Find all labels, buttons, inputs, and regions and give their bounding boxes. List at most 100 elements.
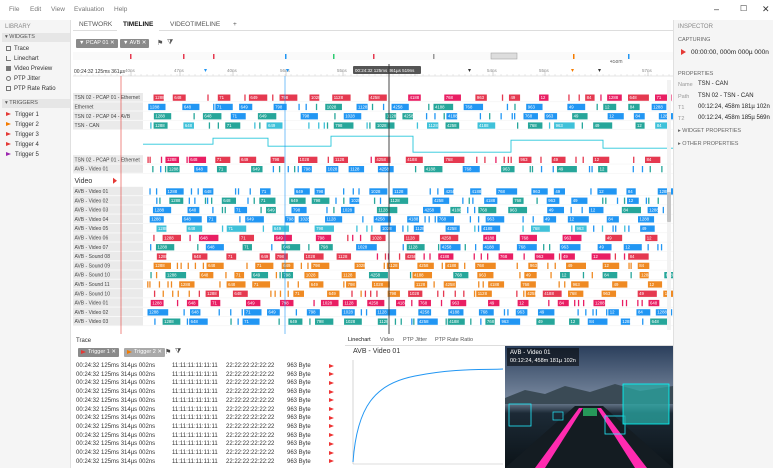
packet-block[interactable]: [162, 318, 181, 325]
packet-block[interactable]: [326, 166, 339, 173]
packet-block[interactable]: [628, 103, 640, 111]
packet-tick[interactable]: [287, 166, 289, 173]
packet-tick[interactable]: [536, 197, 538, 204]
packet-block[interactable]: [272, 225, 290, 232]
packet-block[interactable]: [637, 262, 650, 269]
packet-block[interactable]: [320, 299, 339, 307]
packet-block[interactable]: [605, 234, 623, 242]
record-play-icon[interactable]: [681, 49, 686, 55]
packet-tick[interactable]: [297, 166, 299, 173]
packet-tick[interactable]: [260, 206, 262, 214]
packet-tick[interactable]: [194, 197, 196, 204]
trigger-item-2[interactable]: Trigger 2: [6, 121, 39, 130]
packet-block[interactable]: [391, 103, 409, 111]
packet-block[interactable]: [192, 253, 208, 260]
packet-tick[interactable]: [472, 197, 474, 204]
packet-tick[interactable]: [558, 281, 560, 288]
packet-block[interactable]: [281, 244, 301, 251]
packet-block[interactable]: [257, 113, 277, 120]
packet-block[interactable]: [354, 262, 365, 269]
packet-tick[interactable]: [468, 197, 470, 204]
packet-block[interactable]: [179, 281, 195, 288]
packet-tick[interactable]: [445, 318, 447, 325]
trace-row[interactable]: 00:24:32 125ms 314µs 002ns 11:11:11:11:11…: [76, 458, 344, 466]
triggers-section-header[interactable]: ▾ TRIGGERS: [2, 99, 70, 108]
packet-tick[interactable]: [188, 197, 190, 204]
packet-tick[interactable]: [278, 318, 280, 325]
packet-block[interactable]: [488, 281, 505, 288]
packet-tick[interactable]: [522, 225, 524, 232]
packet-block[interactable]: [206, 262, 224, 269]
packet-block[interactable]: [239, 156, 257, 163]
packet-block[interactable]: [245, 216, 264, 223]
packet-block[interactable]: [259, 197, 276, 204]
packet-block[interactable]: [607, 94, 622, 101]
packet-block[interactable]: [531, 225, 550, 232]
packet-block[interactable]: [166, 188, 184, 195]
packet-block[interactable]: [169, 197, 184, 204]
packet-tick[interactable]: [632, 166, 634, 173]
packet-block[interactable]: [587, 318, 608, 325]
packet-tick[interactable]: [213, 103, 215, 111]
packet-block[interactable]: [216, 166, 227, 173]
packet-tick[interactable]: [429, 253, 431, 260]
packet-block[interactable]: [593, 299, 606, 307]
trace-row[interactable]: 00:24:32 125ms 314µs 002ns 11:11:11:11:11…: [76, 388, 344, 396]
packet-block[interactable]: [210, 299, 221, 307]
packet-block[interactable]: [375, 309, 397, 316]
packet-tick[interactable]: [623, 197, 626, 204]
other-properties-toggle[interactable]: ▸ OTHER PROPERTIES: [678, 141, 739, 147]
trace-row[interactable]: 00:24:32 125ms 314µs 002ns 11:11:11:11:11…: [76, 406, 344, 414]
packet-block[interactable]: [443, 281, 456, 288]
packet-block[interactable]: [402, 113, 413, 120]
packet-tick[interactable]: [237, 318, 239, 325]
packet-block[interactable]: [628, 253, 649, 260]
packet-tick[interactable]: [581, 122, 583, 129]
packet-tick[interactable]: [149, 281, 151, 288]
packet-block[interactable]: [559, 244, 581, 251]
packet-tick[interactable]: [511, 113, 513, 120]
packet-block[interactable]: [370, 234, 386, 242]
packet-tick[interactable]: [271, 244, 273, 251]
packet-tick[interactable]: [548, 122, 551, 129]
packet-block[interactable]: [635, 122, 645, 129]
packet-tick[interactable]: [365, 309, 368, 316]
packet-tick[interactable]: [657, 244, 659, 251]
filter-chip-avb[interactable]: ▼ AVB ✕: [120, 39, 150, 48]
packet-tick[interactable]: [647, 244, 649, 251]
trigger-item-1[interactable]: Trigger 1: [6, 111, 39, 120]
packet-tick[interactable]: [366, 122, 368, 129]
packet-block[interactable]: [501, 166, 515, 173]
trace-chip-trigger1[interactable]: Trigger 1 ✕: [78, 348, 119, 357]
packet-tick[interactable]: [478, 281, 480, 288]
packet-block[interactable]: [341, 309, 355, 316]
packet-tick[interactable]: [612, 225, 614, 232]
packet-block[interactable]: [314, 318, 334, 325]
packet-tick[interactable]: [500, 113, 502, 120]
packet-block[interactable]: [658, 113, 673, 120]
packet-block[interactable]: [478, 206, 497, 214]
packet-block[interactable]: [445, 225, 460, 232]
packet-block[interactable]: [356, 244, 377, 251]
packet-tick[interactable]: [244, 94, 246, 101]
packet-block[interactable]: [433, 103, 454, 111]
packet-block[interactable]: [571, 281, 589, 288]
packet-block[interactable]: [281, 272, 294, 279]
packet-block[interactable]: [438, 253, 454, 260]
packet-block[interactable]: [215, 103, 233, 111]
packet-block[interactable]: [367, 299, 385, 307]
packet-block[interactable]: [537, 309, 555, 316]
tab-timeline[interactable]: TIMELINE: [117, 18, 160, 31]
packet-block[interactable]: [445, 262, 459, 269]
packet-tick[interactable]: [219, 281, 221, 288]
packet-tick[interactable]: [154, 318, 156, 325]
packet-block[interactable]: [300, 113, 318, 120]
packet-block[interactable]: [445, 122, 460, 129]
packet-tick[interactable]: [313, 299, 315, 307]
packet-tick[interactable]: [170, 281, 173, 288]
packet-block[interactable]: [327, 290, 340, 297]
packet-block[interactable]: [439, 234, 459, 242]
packet-block[interactable]: [414, 281, 428, 288]
packet-tick[interactable]: [212, 206, 214, 214]
packet-tick[interactable]: [180, 262, 182, 269]
